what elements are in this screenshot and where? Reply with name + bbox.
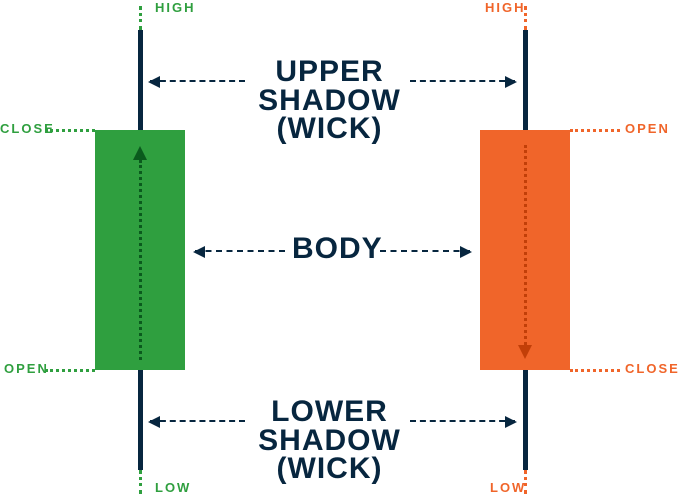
bull-close-label: CLOSE xyxy=(0,121,55,136)
bear-high-label: HIGH xyxy=(485,0,526,15)
upper-wick-text: (WICK) xyxy=(277,112,383,145)
upper-shadow-connector xyxy=(150,80,245,82)
bear-low-label: LOW xyxy=(490,480,526,495)
upper-shadow-connector-r xyxy=(410,80,515,82)
bull-direction-arrow xyxy=(133,146,147,160)
bear-close-label: CLOSE xyxy=(625,361,680,376)
bull-open-leader xyxy=(45,369,95,372)
lower-shadow-connector-r xyxy=(410,420,515,422)
body-connector-r xyxy=(380,250,470,252)
lower-shadow-connector xyxy=(150,420,245,422)
lower-shadow-label: LOWER SHADOW (WICK) xyxy=(252,398,407,484)
body-connector-l xyxy=(195,250,285,252)
bear-direction-line xyxy=(524,145,527,345)
bear-direction-arrow xyxy=(518,345,532,359)
bull-direction-line xyxy=(139,160,142,360)
bull-open-label: OPEN xyxy=(4,361,49,376)
lower-wick-text: (WICK) xyxy=(277,452,383,485)
bear-close-leader xyxy=(570,369,620,372)
bull-low-leader xyxy=(139,470,142,494)
bull-low-label: LOW xyxy=(155,480,191,495)
bull-high-label: HIGH xyxy=(155,0,196,15)
candlestick-diagram: HIGH CLOSE OPEN LOW HIGH OPEN CLOSE LOW … xyxy=(0,0,700,500)
upper-shadow-label: UPPER SHADOW (WICK) xyxy=(252,58,407,144)
bull-high-leader xyxy=(139,6,142,30)
bear-open-leader xyxy=(570,129,620,132)
bear-open-label: OPEN xyxy=(625,121,670,136)
body-label: BODY xyxy=(292,235,383,264)
